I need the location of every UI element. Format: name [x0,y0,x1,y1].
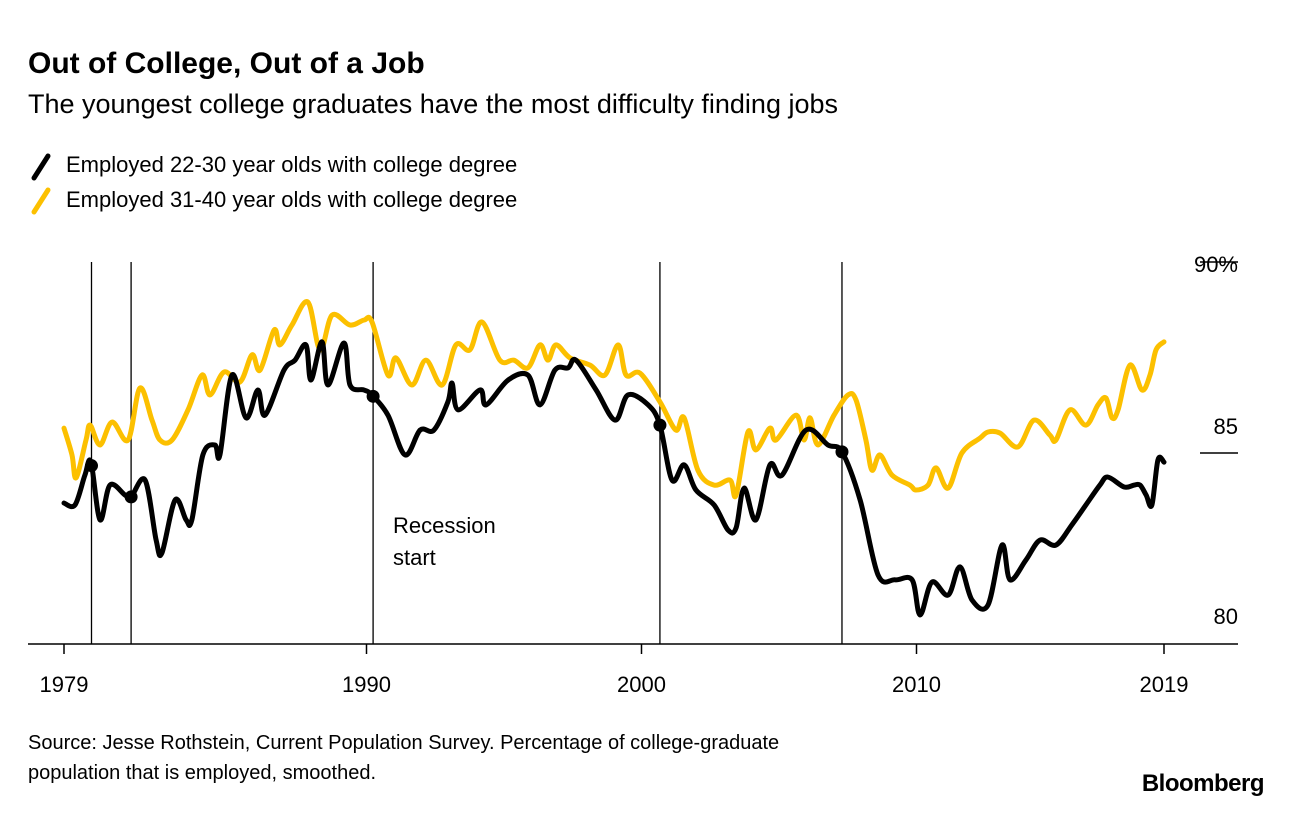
x-tick-label-2000: 2000 [617,672,666,697]
series-lines [61,299,1167,618]
recession-markers [85,389,849,504]
legend-label-31-40: Employed 31-40 year olds with college de… [66,187,517,212]
x-axis: 1979 1990 2000 2010 2019 [40,644,1189,697]
bloomberg-logo: Bloomberg [1142,770,1264,797]
series-line-22-30 [61,339,1167,618]
legend-label-22-30: Employed 22-30 year olds with college de… [66,152,517,177]
x-tick-label-1979: 1979 [40,672,89,697]
x-tick-label-2010: 2010 [892,672,941,697]
source-note-line1: Source: Jesse Rothstein, Current Populat… [28,732,779,754]
recession-marker-2 [366,389,380,403]
recession-marker-3 [653,418,667,432]
chart-subtitle: The youngest college graduates have the … [28,89,838,119]
x-tick-label-1990: 1990 [342,672,391,697]
x-tick-label-2019: 2019 [1140,672,1189,697]
recession-annotation-line1: Recession [393,513,496,538]
chart-title: Out of College, Out of a Job [28,47,425,80]
legend: Employed 22-30 year olds with college de… [31,152,517,215]
y-tick-label-90: 90% [1194,252,1238,277]
y-axis: 90% 85 80 [1194,252,1238,629]
legend-swatch-yellow [31,187,51,215]
recession-marker-4 [835,445,849,459]
recession-annotation-line2: start [393,545,436,570]
source-note-line2: population that is employed, smoothed. [28,762,376,784]
y-tick-label-80: 80 [1214,604,1238,629]
y-tick-label-85: 85 [1214,414,1238,439]
recession-marker-0 [85,459,98,473]
legend-swatch-black [31,153,51,181]
recession-marker-1 [124,490,138,504]
